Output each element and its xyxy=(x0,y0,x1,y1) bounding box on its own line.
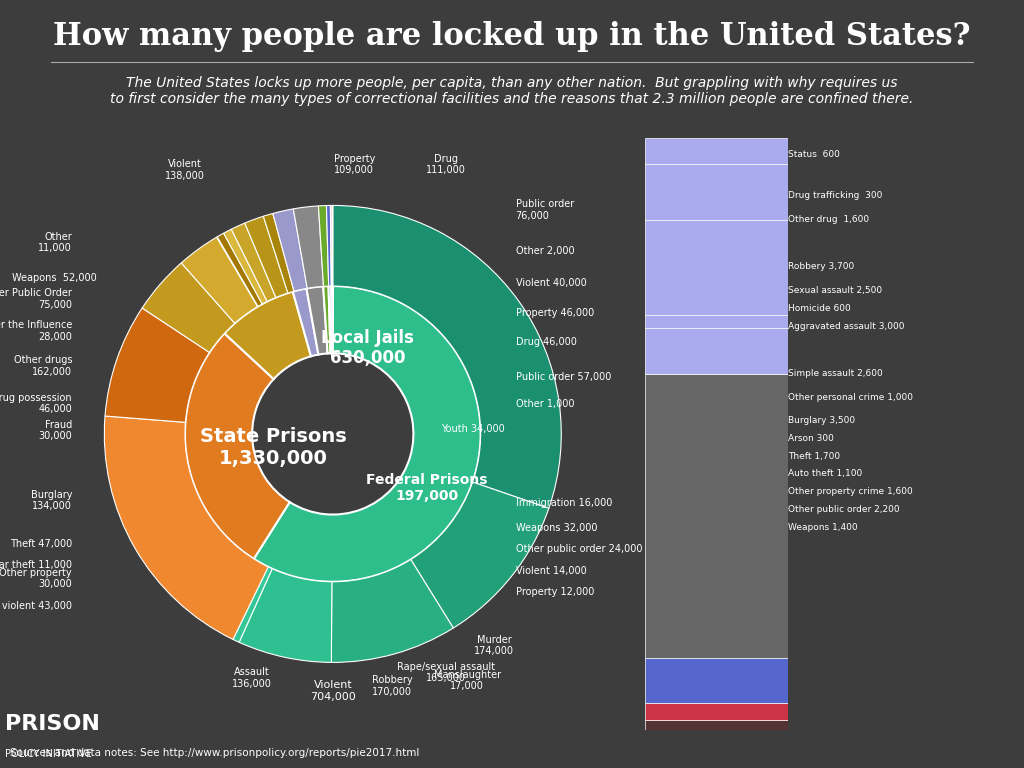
Text: Other violent 43,000: Other violent 43,000 xyxy=(0,601,72,611)
Text: Drug trafficking  300: Drug trafficking 300 xyxy=(788,191,883,200)
Wedge shape xyxy=(105,308,210,422)
Text: Car theft 11,000: Car theft 11,000 xyxy=(0,561,72,571)
Text: Fraud
30,000: Fraud 30,000 xyxy=(38,419,72,442)
Text: Violent
704,000: Violent 704,000 xyxy=(310,680,355,702)
Text: Local Jails
630,000: Local Jails 630,000 xyxy=(322,329,414,367)
Text: Burglary 3,500: Burglary 3,500 xyxy=(788,416,856,425)
Text: Property
109,000: Property 109,000 xyxy=(334,154,375,175)
Text: Auto theft 1,100: Auto theft 1,100 xyxy=(788,469,863,478)
Wedge shape xyxy=(272,209,307,291)
Text: Other
11,000: Other 11,000 xyxy=(38,231,72,253)
Text: Assault
136,000: Assault 136,000 xyxy=(232,667,272,689)
Text: Burglary
134,000: Burglary 134,000 xyxy=(31,489,72,511)
Text: Federal Prisons
197,000: Federal Prisons 197,000 xyxy=(367,472,487,503)
Wedge shape xyxy=(223,229,267,304)
Wedge shape xyxy=(224,292,311,379)
Text: Other personal crime 1,000: Other personal crime 1,000 xyxy=(788,392,913,402)
Text: Weapons 1,400: Weapons 1,400 xyxy=(788,522,858,531)
Bar xyxy=(645,658,788,703)
Text: Other property crime 1,600: Other property crime 1,600 xyxy=(788,487,913,496)
Wedge shape xyxy=(231,223,275,302)
Text: Simple assault 2,600: Simple assault 2,600 xyxy=(788,369,884,378)
Text: POLICY INITIATIVE: POLICY INITIATIVE xyxy=(5,750,92,760)
Text: Arson 300: Arson 300 xyxy=(788,434,835,443)
Text: Drug 46,000: Drug 46,000 xyxy=(516,337,577,347)
Wedge shape xyxy=(331,206,332,286)
Text: Other drug  1,600: Other drug 1,600 xyxy=(788,215,869,224)
Text: Other property
30,000: Other property 30,000 xyxy=(0,568,72,589)
Text: Other 1,000: Other 1,000 xyxy=(516,399,574,409)
Text: Public order
76,000: Public order 76,000 xyxy=(516,199,573,221)
Text: Public order 57,000: Public order 57,000 xyxy=(516,372,611,382)
Text: Other public order 24,000: Other public order 24,000 xyxy=(516,545,642,554)
Text: Rape/sexual assault
165,000: Rape/sexual assault 165,000 xyxy=(396,661,495,684)
Text: Theft 1,700: Theft 1,700 xyxy=(788,452,841,461)
Wedge shape xyxy=(181,237,258,323)
Wedge shape xyxy=(327,206,331,286)
Text: Manslaughter
17,000: Manslaughter 17,000 xyxy=(433,670,501,691)
Wedge shape xyxy=(254,286,480,581)
Text: Drug possession
46,000: Drug possession 46,000 xyxy=(0,392,72,415)
Bar xyxy=(645,138,788,164)
Bar xyxy=(645,328,788,373)
Text: Other Public Order
75,000: Other Public Order 75,000 xyxy=(0,288,72,310)
Text: Property 12,000: Property 12,000 xyxy=(516,588,594,598)
Wedge shape xyxy=(324,286,331,353)
Wedge shape xyxy=(293,206,324,288)
Text: Robbery
170,000: Robbery 170,000 xyxy=(372,675,413,697)
Text: Violent 40,000: Violent 40,000 xyxy=(516,278,587,288)
Wedge shape xyxy=(306,286,328,355)
Text: Driving Under the Influence
28,000: Driving Under the Influence 28,000 xyxy=(0,320,72,342)
Text: Violent
138,000: Violent 138,000 xyxy=(165,159,205,180)
Wedge shape xyxy=(331,286,333,353)
Wedge shape xyxy=(233,567,272,642)
Text: Other public order 2,200: Other public order 2,200 xyxy=(788,505,900,514)
Bar xyxy=(645,220,788,315)
Text: Youth 34,000: Youth 34,000 xyxy=(440,423,505,434)
Wedge shape xyxy=(217,237,258,306)
Text: Other 2,000: Other 2,000 xyxy=(516,246,574,256)
Wedge shape xyxy=(263,214,294,293)
Text: Aggravated assault 3,000: Aggravated assault 3,000 xyxy=(788,322,905,330)
Text: Theft 47,000: Theft 47,000 xyxy=(10,539,72,549)
Wedge shape xyxy=(217,233,262,306)
Text: Other drugs
162,000: Other drugs 162,000 xyxy=(13,355,72,377)
Text: State Prisons
1,330,000: State Prisons 1,330,000 xyxy=(201,427,347,468)
Text: Drug
111,000: Drug 111,000 xyxy=(426,154,466,175)
Bar xyxy=(645,164,788,220)
Bar xyxy=(645,315,788,328)
Text: Weapons  52,000: Weapons 52,000 xyxy=(11,273,96,283)
Wedge shape xyxy=(185,333,290,559)
Text: The United States locks up more people, per capita, than any other nation.  But : The United States locks up more people, … xyxy=(111,76,913,106)
Bar xyxy=(645,373,788,658)
Wedge shape xyxy=(293,289,318,356)
Text: Robbery 3,700: Robbery 3,700 xyxy=(788,263,855,271)
Wedge shape xyxy=(245,217,288,297)
Text: Weapons 32,000: Weapons 32,000 xyxy=(516,523,597,533)
Text: Property 46,000: Property 46,000 xyxy=(516,308,594,318)
Wedge shape xyxy=(142,263,234,353)
Wedge shape xyxy=(333,205,561,508)
Text: How many people are locked up in the United States?: How many people are locked up in the Uni… xyxy=(53,21,971,51)
Bar xyxy=(645,720,788,730)
Text: Status  600: Status 600 xyxy=(788,150,841,159)
Wedge shape xyxy=(240,569,332,662)
Wedge shape xyxy=(332,560,454,663)
Text: Violent 14,000: Violent 14,000 xyxy=(516,566,587,576)
Text: Murder
174,000: Murder 174,000 xyxy=(474,634,514,657)
Text: Immigration 16,000: Immigration 16,000 xyxy=(516,498,612,508)
Wedge shape xyxy=(411,482,549,628)
Wedge shape xyxy=(329,286,332,353)
Bar xyxy=(645,703,788,720)
Text: Homicide 600: Homicide 600 xyxy=(788,304,851,313)
Text: PRISON: PRISON xyxy=(5,714,100,734)
Wedge shape xyxy=(318,206,329,286)
Wedge shape xyxy=(104,416,268,640)
Text: Sources and data notes: See http://www.prisonpolicy.org/reports/pie2017.html: Sources and data notes: See http://www.p… xyxy=(10,747,420,758)
Text: Sexual assault 2,500: Sexual assault 2,500 xyxy=(788,286,883,295)
